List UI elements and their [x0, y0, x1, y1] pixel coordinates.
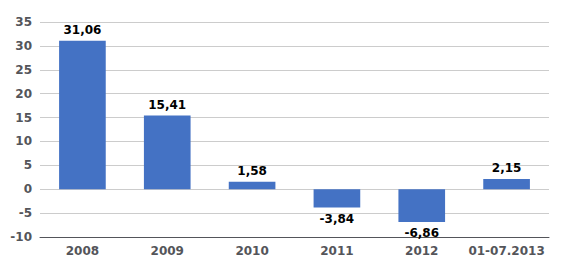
svg-text:20: 20	[15, 87, 32, 101]
svg-text:-3,84: -3,84	[320, 212, 355, 226]
svg-text:2011: 2011	[320, 244, 353, 258]
svg-text:10: 10	[15, 134, 32, 148]
svg-text:30: 30	[15, 39, 32, 53]
svg-text:31,06: 31,06	[63, 23, 101, 37]
svg-text:2008: 2008	[66, 244, 99, 258]
svg-text:2009: 2009	[151, 244, 184, 258]
svg-text:5: 5	[24, 158, 32, 172]
svg-text:01-07.2013: 01-07.2013	[468, 244, 544, 258]
svg-text:2,15: 2,15	[492, 161, 522, 175]
svg-text:-5: -5	[19, 206, 32, 220]
svg-text:0: 0	[24, 182, 32, 196]
svg-text:25: 25	[15, 63, 32, 77]
svg-text:2012: 2012	[405, 244, 438, 258]
svg-text:15: 15	[15, 111, 32, 125]
svg-text:2010: 2010	[235, 244, 268, 258]
svg-text:35: 35	[15, 15, 32, 29]
svg-text:-6,86: -6,86	[404, 226, 439, 240]
svg-text:1,58: 1,58	[237, 164, 267, 178]
svg-text:15,41: 15,41	[148, 98, 186, 112]
svg-text:-10: -10	[10, 230, 32, 244]
